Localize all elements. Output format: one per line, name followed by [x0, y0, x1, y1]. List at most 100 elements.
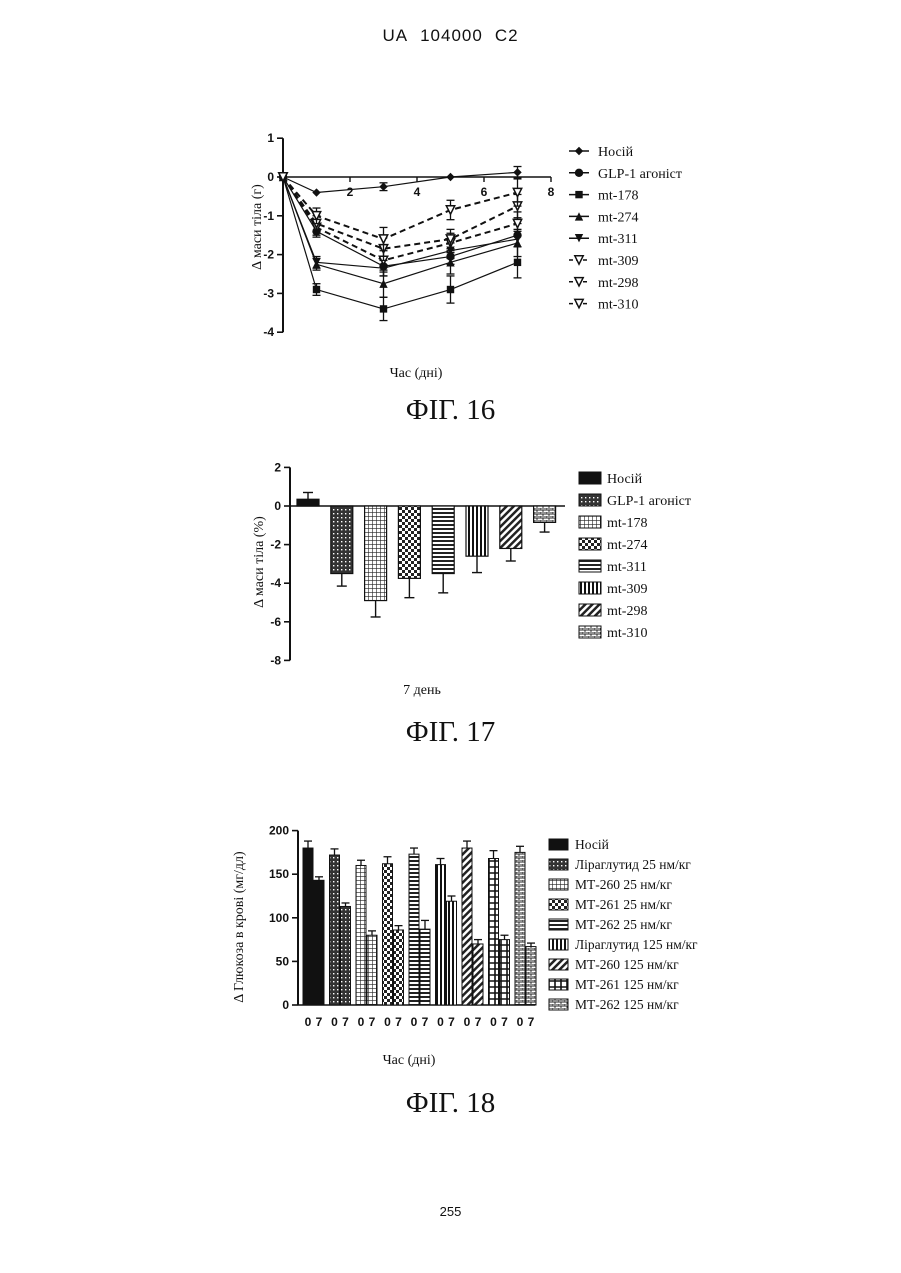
- bar: [436, 865, 446, 1005]
- legend-swatch: [579, 626, 601, 638]
- page-number: 255: [0, 1204, 901, 1219]
- legend-swatch: [579, 560, 601, 572]
- legend-label: Носій: [575, 837, 609, 852]
- legend-swatch: [549, 859, 568, 870]
- legend-label: mt-311: [607, 560, 647, 575]
- bar: [447, 901, 457, 1005]
- bar: [489, 859, 499, 1005]
- y-tick-label: 150: [269, 867, 289, 881]
- legend-swatch: [549, 979, 568, 990]
- x-axis-label: Час (дні): [390, 366, 443, 381]
- x-tick-label: 7: [422, 1015, 429, 1029]
- legend-label: Ліраглутид 25 нм/кг: [575, 857, 691, 872]
- y-tick-label: -2: [270, 538, 281, 552]
- legend-label: МТ-262 125 нм/кг: [575, 997, 679, 1012]
- bar: [432, 506, 454, 574]
- x-axis-label: 7 день: [403, 683, 441, 698]
- legend-label: МТ-260 25 нм/кг: [575, 877, 672, 892]
- x-tick-label: 2: [347, 185, 354, 199]
- legend-swatch: [549, 879, 568, 890]
- data-point: [514, 259, 521, 266]
- y-tick-label: 2: [274, 460, 281, 474]
- legend-label: Носій: [607, 472, 643, 487]
- bar: [500, 506, 522, 548]
- legend-swatch: [549, 899, 568, 910]
- legend-label: mt-178: [598, 189, 638, 204]
- legend-label: mt-309: [598, 254, 638, 269]
- legend-swatch: [579, 538, 601, 550]
- x-tick-label: 0: [384, 1015, 391, 1029]
- fig17-caption: ФІГ. 17: [0, 716, 901, 749]
- y-tick-label: -6: [270, 615, 281, 629]
- fig16-line-chart: 10-1-2-3-42468Δ маси тіла (г)Час (дні)Но…: [250, 131, 682, 381]
- x-tick-label: 7: [448, 1015, 455, 1029]
- x-tick-label: 7: [369, 1015, 376, 1029]
- y-tick-label: -3: [263, 286, 274, 300]
- y-tick-label: 50: [276, 954, 290, 968]
- legend-swatch: [549, 919, 568, 930]
- x-tick-label: 0: [490, 1015, 497, 1029]
- bar: [515, 852, 525, 1005]
- bar: [398, 506, 420, 578]
- y-tick-label: 100: [269, 911, 289, 925]
- x-tick-label: 0: [331, 1015, 338, 1029]
- legend-label: mt-274: [607, 538, 647, 553]
- legend-label: mt-310: [607, 626, 647, 641]
- legend-swatch: [579, 494, 601, 506]
- data-point: [313, 286, 320, 293]
- y-tick-label: -4: [270, 576, 281, 590]
- x-tick-label: 0: [358, 1015, 365, 1029]
- bar: [303, 848, 313, 1005]
- bar: [331, 506, 353, 574]
- data-point: [446, 206, 454, 214]
- fig16-caption: ФІГ. 16: [0, 394, 901, 427]
- bar: [500, 940, 510, 1005]
- fig17-bar-chart: 20-2-4-6-8Δ маси тіла (%)7 деньНосійGLP-…: [252, 460, 691, 698]
- bar: [394, 930, 404, 1005]
- legend-swatch: [549, 939, 568, 950]
- bar: [466, 506, 488, 556]
- bar: [473, 944, 483, 1005]
- bar: [367, 935, 377, 1005]
- x-axis-label: Час (дні): [383, 1053, 436, 1068]
- legend-label: mt-309: [607, 582, 647, 597]
- data-point: [312, 188, 320, 196]
- x-tick-label: 0: [411, 1015, 418, 1029]
- x-tick-label: 4: [414, 185, 421, 199]
- legend-swatch: [579, 582, 601, 594]
- bar: [365, 506, 387, 601]
- y-tick-label: 0: [267, 170, 274, 184]
- y-axis-label: Δ маси тіла (%): [252, 516, 267, 608]
- x-tick-label: 8: [548, 185, 555, 199]
- legend-label: mt-310: [598, 298, 638, 313]
- legend-marker: [575, 191, 582, 198]
- x-tick-label: 7: [395, 1015, 402, 1029]
- legend-label: mt-178: [607, 516, 647, 531]
- y-tick-label: 0: [282, 998, 289, 1012]
- legend-label: mt-298: [598, 276, 638, 291]
- bar: [420, 929, 430, 1005]
- data-point: [379, 280, 387, 288]
- x-tick-label: 7: [475, 1015, 482, 1029]
- bar: [330, 855, 340, 1005]
- legend-marker: [575, 147, 583, 155]
- legend-swatch: [579, 472, 601, 484]
- y-axis-label: Δ Глюкоза в крові (мг/дл): [232, 851, 247, 1003]
- legend-label: Носій: [598, 145, 634, 160]
- legend-label: Ліраглутид 125 нм/кг: [575, 937, 698, 952]
- bar: [383, 864, 393, 1005]
- legend-label: МТ-260 125 нм/кг: [575, 957, 679, 972]
- y-tick-label: 200: [269, 824, 289, 838]
- bar: [534, 506, 556, 522]
- x-tick-label: 0: [464, 1015, 471, 1029]
- x-tick-label: 0: [517, 1015, 524, 1029]
- legend-swatch: [579, 604, 601, 616]
- x-tick-label: 0: [305, 1015, 312, 1029]
- legend-label: МТ-261 25 нм/кг: [575, 897, 672, 912]
- legend-swatch: [549, 999, 568, 1010]
- bar: [526, 947, 536, 1005]
- x-tick-label: 6: [481, 185, 488, 199]
- bar: [462, 848, 472, 1005]
- x-tick-label: 7: [316, 1015, 323, 1029]
